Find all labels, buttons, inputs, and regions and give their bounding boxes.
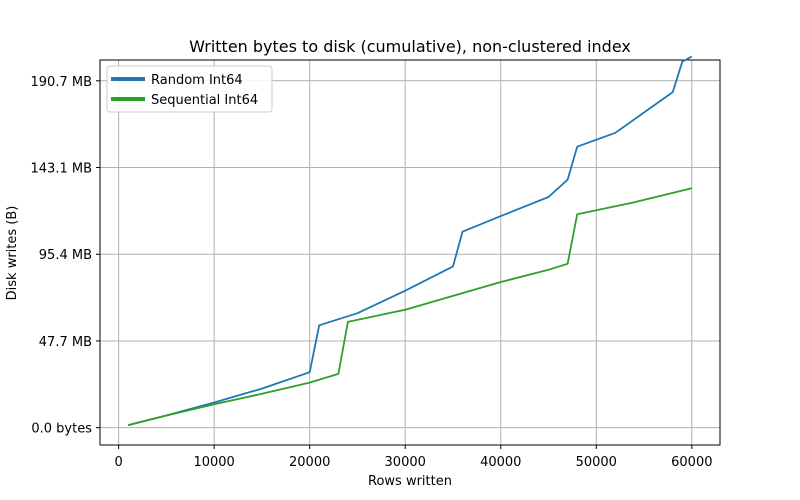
ticks: 0 10000 20000 30000 40000 50000 60000 0.0 bytes… xyxy=(31,75,713,470)
legend-box xyxy=(106,65,273,113)
y-tick-label: 190.7 MB xyxy=(31,75,92,90)
series-line-random-int64 xyxy=(127,55,693,426)
x-axis-label: Rows written xyxy=(368,474,452,489)
series-line-sequential-int64 xyxy=(127,187,693,426)
x-tick-label: 40000 xyxy=(480,455,521,470)
x-tick-label: 0 xyxy=(114,455,122,470)
y-tick-label: 143.1 MB xyxy=(31,162,92,177)
y-tick-label: 47.7 MB xyxy=(39,335,92,350)
series-layer xyxy=(127,55,693,426)
legend: Random Int64 Sequential Int64 xyxy=(106,65,273,113)
x-tick-label: 30000 xyxy=(385,455,426,470)
x-tick-label: 10000 xyxy=(193,455,234,470)
x-tick-label: 20000 xyxy=(289,455,330,470)
legend-label: Random Int64 xyxy=(151,73,243,88)
legend-label: Sequential Int64 xyxy=(151,93,258,108)
x-tick-label: 60000 xyxy=(671,455,712,470)
y-axis-label: Disk writes (B) xyxy=(5,206,20,301)
x-tick-label: 50000 xyxy=(576,455,617,470)
chart-title: Written bytes to disk (cumulative), non-… xyxy=(189,37,631,56)
grid xyxy=(100,60,720,445)
plot-frame xyxy=(99,59,721,446)
y-tick-label: 0.0 bytes xyxy=(31,422,92,437)
y-tick-label: 95.4 MB xyxy=(39,248,92,263)
